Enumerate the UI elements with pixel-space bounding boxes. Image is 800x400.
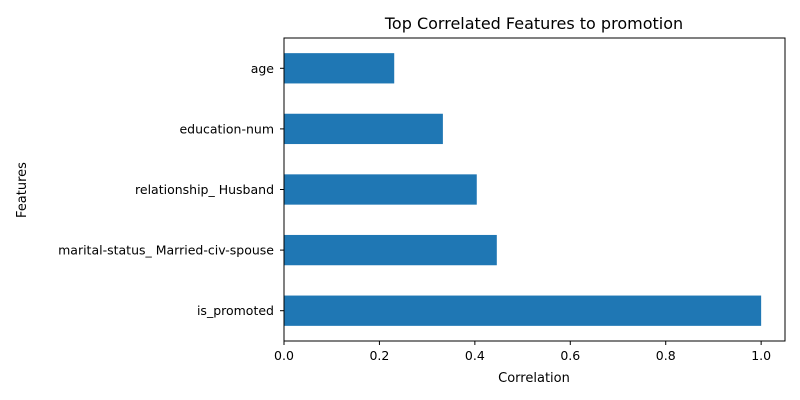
bars-group xyxy=(284,53,762,326)
x-tick-label-3: 0.6 xyxy=(560,348,580,363)
bar-4 xyxy=(284,53,395,84)
x-ticks-group: 0.0 0.2 0.4 0.6 0.8 1.0 xyxy=(274,341,771,363)
y-tick-label-3: education-num xyxy=(179,121,274,136)
bar-0 xyxy=(284,295,762,326)
y-tick-label-2: relationship_ Husband xyxy=(135,182,274,197)
plot-frame xyxy=(283,37,786,342)
y-tick-label-1: marital-status_ Married-civ-spouse xyxy=(58,243,274,258)
x-tick-label-4: 0.8 xyxy=(656,348,676,363)
y-axis-label: Features xyxy=(15,162,30,218)
x-tick-label-2: 0.4 xyxy=(465,348,485,363)
bar-1 xyxy=(284,234,497,266)
x-axis-label: Correlation xyxy=(498,371,570,386)
x-tick-label-1: 0.2 xyxy=(369,348,389,363)
chart-title: Top Correlated Features to promotion xyxy=(384,14,683,33)
y-tick-label-0: is_promoted xyxy=(197,303,274,318)
y-ticks-group: is_promoted marital-status_ Married-civ-s… xyxy=(58,61,284,318)
x-tick-label-5: 1.0 xyxy=(751,348,771,363)
bar-2 xyxy=(284,174,477,205)
x-tick-label-0: 0.0 xyxy=(274,348,294,363)
bar-3 xyxy=(284,113,443,145)
y-tick-label-4: age xyxy=(251,61,275,76)
